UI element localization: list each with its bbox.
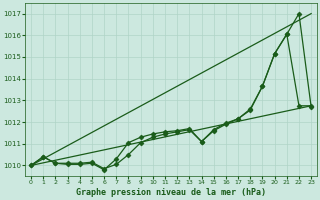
X-axis label: Graphe pression niveau de la mer (hPa): Graphe pression niveau de la mer (hPa) [76, 188, 266, 197]
